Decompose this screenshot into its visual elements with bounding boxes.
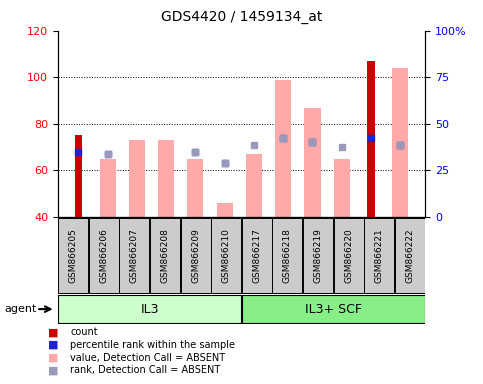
Bar [275,79,291,217]
Text: GSM866218: GSM866218 [283,228,292,283]
Bar [129,140,145,217]
Bar [211,218,241,293]
Bar [242,218,272,293]
Text: ■: ■ [48,353,59,362]
Text: GSM866209: GSM866209 [191,228,200,283]
Bar [158,140,174,217]
Text: GSM866221: GSM866221 [375,228,384,283]
Bar [58,295,241,323]
Text: GSM866220: GSM866220 [344,228,353,283]
Text: GSM866219: GSM866219 [313,228,323,283]
Text: ■: ■ [48,365,59,375]
Bar [89,218,119,293]
Bar [304,108,321,217]
Text: GSM866222: GSM866222 [405,228,414,283]
Text: GSM866207: GSM866207 [130,228,139,283]
Bar [181,218,211,293]
Text: GSM866206: GSM866206 [99,228,108,283]
Text: ■: ■ [48,327,59,337]
Text: GSM866205: GSM866205 [69,228,78,283]
Text: GDS4420 / 1459134_at: GDS4420 / 1459134_at [161,10,322,23]
Bar [392,68,408,217]
Bar [187,159,203,217]
Text: value, Detection Call = ABSENT: value, Detection Call = ABSENT [70,353,225,362]
Bar [99,159,115,217]
Bar [364,218,394,293]
Bar [246,154,262,217]
Bar [368,61,375,217]
Bar [119,218,149,293]
Text: GSM866208: GSM866208 [160,228,170,283]
Text: rank, Detection Call = ABSENT: rank, Detection Call = ABSENT [70,365,220,375]
Text: IL3: IL3 [141,303,159,316]
Text: GSM866210: GSM866210 [222,228,231,283]
Bar [150,218,180,293]
Text: GSM866217: GSM866217 [252,228,261,283]
Text: IL3+ SCF: IL3+ SCF [305,303,362,316]
Text: count: count [70,327,98,337]
Bar [75,136,82,217]
Bar [334,159,350,217]
Text: percentile rank within the sample: percentile rank within the sample [70,340,235,350]
Bar [303,218,333,293]
Bar [216,203,233,217]
Bar [334,218,364,293]
Text: agent: agent [5,304,37,314]
Text: ■: ■ [48,340,59,350]
Bar [58,218,88,293]
Bar [272,218,302,293]
Bar [242,295,425,323]
Bar [395,218,425,293]
